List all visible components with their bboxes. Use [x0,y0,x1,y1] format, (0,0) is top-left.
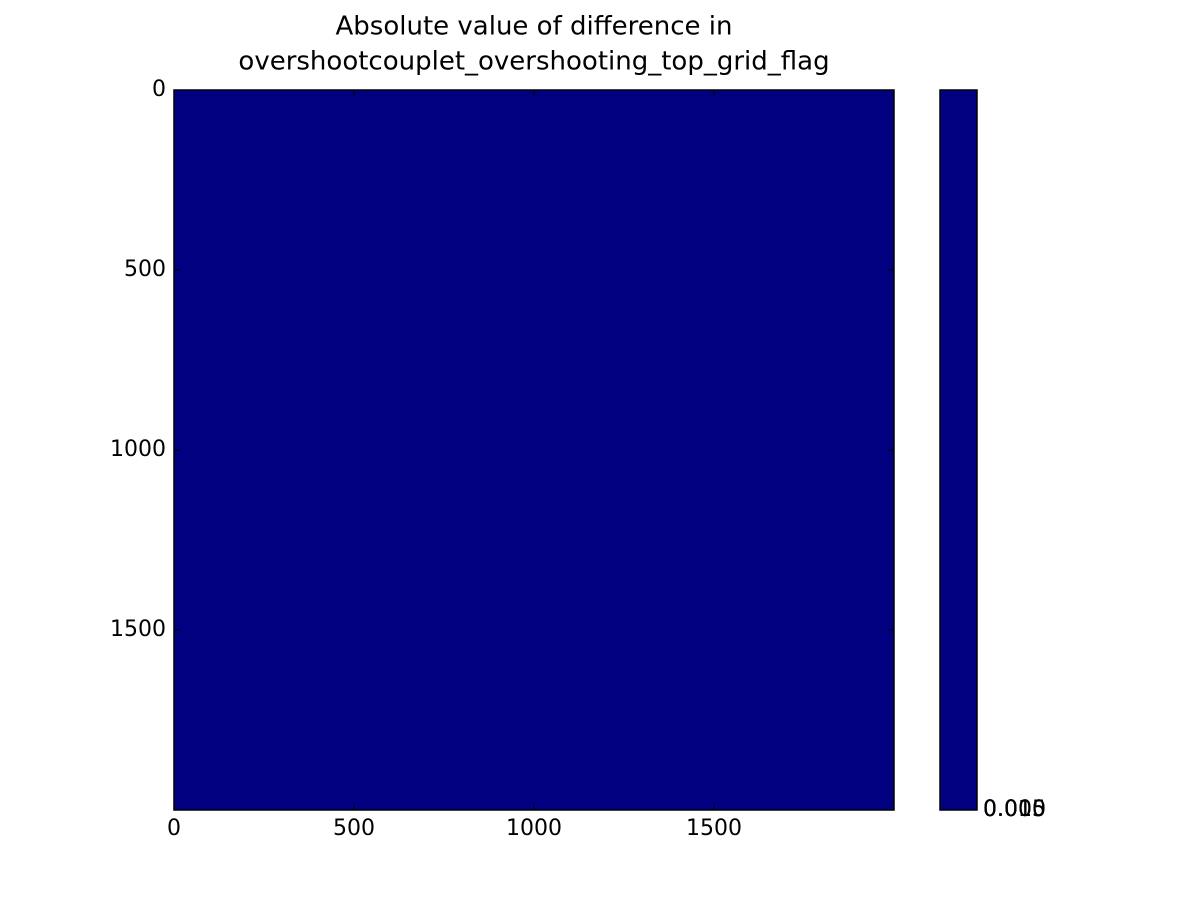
x-tick-label: 1000 [506,816,562,841]
chart-title: Absolute value of difference in [336,12,733,42]
colorbar-tick-label: 0.015 [983,797,1046,822]
colorbar [939,89,978,811]
colorbar-tick-label: 0.010 [983,797,1046,822]
y-tick-label: 0 [152,77,166,102]
x-tick-label: 0 [167,816,181,841]
colorbar-tick-label: 0.005 [983,797,1046,822]
x-tick-label: 1500 [686,816,742,841]
y-tick-label: 1500 [110,617,166,642]
y-tick-label: 500 [124,257,166,282]
x-tick-label: 500 [333,816,375,841]
heatmap-cell [174,90,894,810]
y-tick-label: 1000 [110,437,166,462]
chart-subtitle: overshootcouplet_overshooting_top_grid_f… [238,47,829,77]
colorbar-tick-label: 0.000 [983,797,1046,822]
